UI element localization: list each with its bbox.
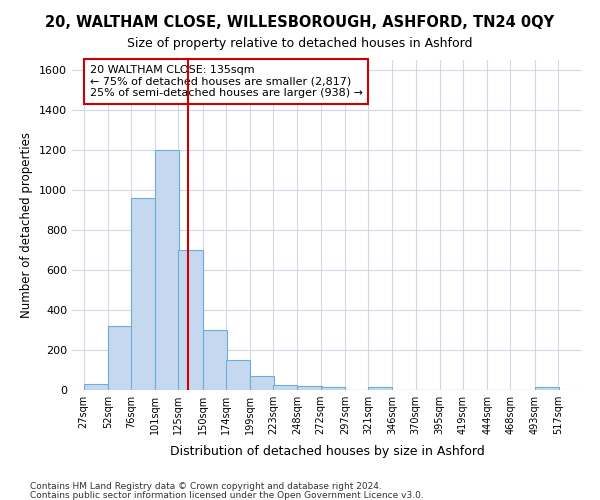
Bar (321, 387, 345, 390)
Bar (108, 326, 132, 390)
Text: Size of property relative to detached houses in Ashford: Size of property relative to detached ho… (127, 38, 473, 51)
Bar (273, 385, 298, 390)
Bar (250, 376, 274, 390)
Bar (155, 150, 179, 390)
Bar (178, 250, 203, 390)
Bar (131, 198, 155, 390)
Text: Contains HM Land Registry data © Crown copyright and database right 2024.: Contains HM Land Registry data © Crown c… (30, 482, 382, 491)
Bar (83, 384, 108, 390)
Bar (298, 386, 322, 390)
Bar (368, 387, 392, 390)
X-axis label: Distribution of detached houses by size in Ashford: Distribution of detached houses by size … (170, 446, 484, 458)
Text: 20, WALTHAM CLOSE, WILLESBOROUGH, ASHFORD, TN24 0QY: 20, WALTHAM CLOSE, WILLESBOROUGH, ASHFOR… (46, 15, 554, 30)
Bar (226, 360, 250, 390)
Text: Contains public sector information licensed under the Open Government Licence v3: Contains public sector information licen… (30, 490, 424, 500)
Bar (203, 330, 227, 390)
Text: 20 WALTHAM CLOSE: 135sqm
← 75% of detached houses are smaller (2,817)
25% of sem: 20 WALTHAM CLOSE: 135sqm ← 75% of detach… (90, 65, 363, 98)
Y-axis label: Number of detached properties: Number of detached properties (20, 132, 34, 318)
Bar (535, 387, 559, 390)
